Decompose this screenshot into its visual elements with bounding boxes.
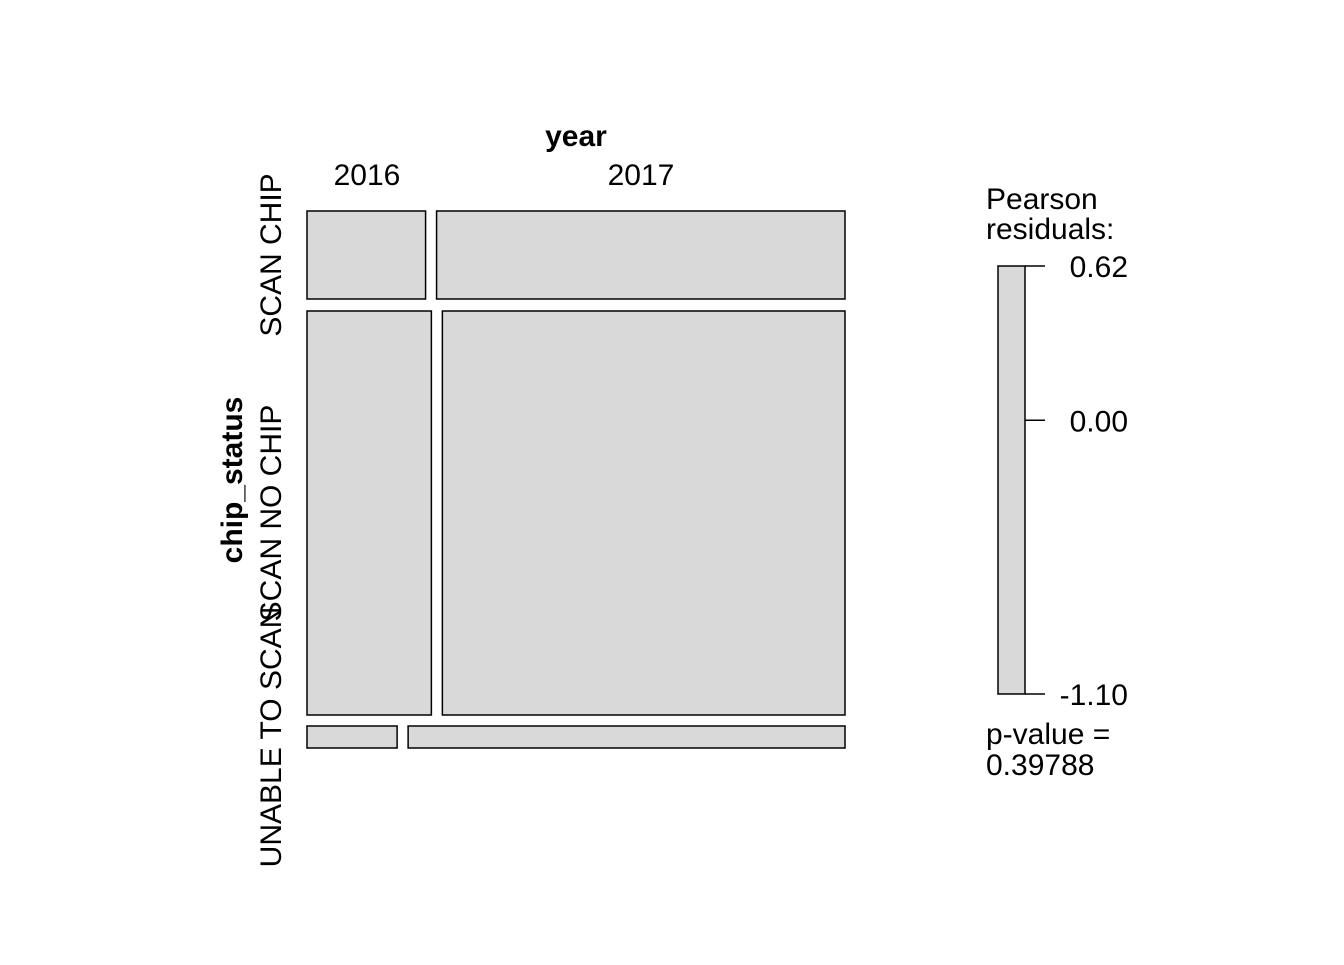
tile-2017-unable-to-scan <box>407 725 846 749</box>
x-category-label-2017: 2017 <box>608 159 675 192</box>
y-variable-label: chip_status <box>216 397 249 564</box>
legend-tick-label: 0.62 <box>1070 251 1128 284</box>
x-category-labels: 2016 2017 <box>334 159 675 192</box>
tile-2016-scan-chip <box>306 210 427 300</box>
tile-2017-scan-chip <box>435 210 846 300</box>
legend-title-line-2: residuals: <box>986 213 1114 246</box>
legend-tick-label: 0.00 <box>1070 405 1128 438</box>
legend-ticks: 0.62 0.00 -1.10 <box>1025 251 1128 712</box>
y-category-label-scan-chip: SCAN CHIP <box>255 173 288 336</box>
residual-legend: Pearson residuals: 0.62 0.00 -1.10 p-value… <box>986 183 1128 782</box>
tile-2017-scan-no-chip <box>441 310 846 716</box>
x-category-label-2016: 2016 <box>334 159 401 192</box>
legend-tick-label: -1.10 <box>1060 679 1128 712</box>
legend-color-bar <box>997 265 1026 695</box>
y-category-label-scan-no-chip: SCAN NO CHIP <box>255 405 288 622</box>
pvalue-line-1: p-value = <box>986 718 1110 751</box>
tile-2016-scan-no-chip <box>306 310 433 716</box>
pvalue-line-2: 0.39788 <box>986 749 1094 782</box>
legend-title-line-1: Pearson <box>986 183 1098 216</box>
tile-2016-unable-to-scan <box>306 725 398 749</box>
y-category-label-unable-to-scan: UNABLE TO SCAN <box>255 607 288 868</box>
x-variable-label: year <box>545 120 607 153</box>
mosaic-tiles <box>306 210 846 749</box>
